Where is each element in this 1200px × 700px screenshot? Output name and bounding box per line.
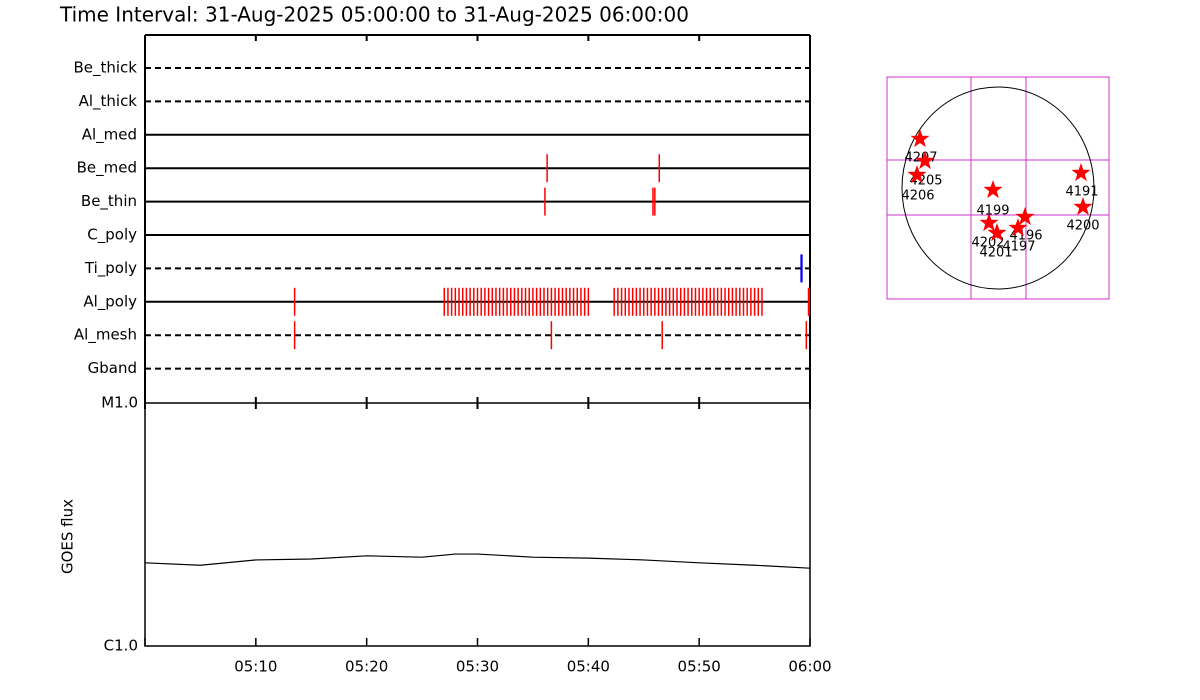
row-label: Be_thick	[73, 59, 137, 78]
y-tick-label: C1.0	[104, 637, 138, 655]
row-label: Al_mesh	[74, 326, 137, 345]
region-label: 4200	[1066, 219, 1099, 234]
x-tick-label: 05:30	[456, 658, 499, 676]
region-star	[910, 129, 930, 148]
region-label: 4206	[901, 189, 934, 204]
row-label: Gband	[88, 359, 137, 377]
solar-limb	[901, 86, 1095, 290]
x-tick-label: 06:00	[788, 658, 831, 676]
region-star	[983, 180, 1003, 199]
region-star	[1073, 197, 1093, 216]
region-label: 4197	[1002, 240, 1035, 255]
x-tick-label: 05:50	[678, 658, 721, 676]
flux-line	[144, 553, 811, 569]
title: Time Interval: 31-Aug-2025 05:00:00 to 3…	[59, 3, 689, 27]
plot-frame	[144, 402, 811, 647]
row-label: Be_thin	[81, 192, 137, 211]
region-label: 4191	[1065, 185, 1098, 200]
y-tick-label: M1.0	[101, 394, 138, 412]
region-star	[915, 151, 935, 170]
row-label: Be_med	[77, 159, 137, 178]
sun-map: 4207420542064199419142004202420141964197	[886, 76, 1110, 300]
region-star	[907, 165, 927, 184]
region-star	[979, 213, 999, 232]
plots: Be_thick Al_thick Al_med Be_med Be_thin C_pol…	[59, 34, 832, 676]
region-label: 4201	[979, 246, 1012, 261]
region-label: 4202	[971, 236, 1004, 251]
row-label: Al_med	[82, 125, 137, 144]
region-label: 4196	[1009, 229, 1042, 244]
row-label: Ti_poly	[84, 259, 137, 278]
y-axis-label: GOES flux	[59, 499, 77, 574]
region-star	[1008, 218, 1028, 237]
row-label: Al_thick	[79, 92, 138, 111]
region-star	[1015, 207, 1035, 226]
region-star	[987, 223, 1007, 242]
map-frame	[886, 76, 1110, 300]
row-label: Al_poly	[83, 292, 137, 311]
x-tick-label: 05:10	[234, 658, 277, 676]
row-label: C_poly	[87, 226, 137, 245]
region-star	[1071, 163, 1091, 182]
region-label: 4199	[976, 204, 1009, 219]
x-tick-label: 05:20	[345, 658, 388, 676]
x-tick-label: 05:40	[567, 658, 610, 676]
